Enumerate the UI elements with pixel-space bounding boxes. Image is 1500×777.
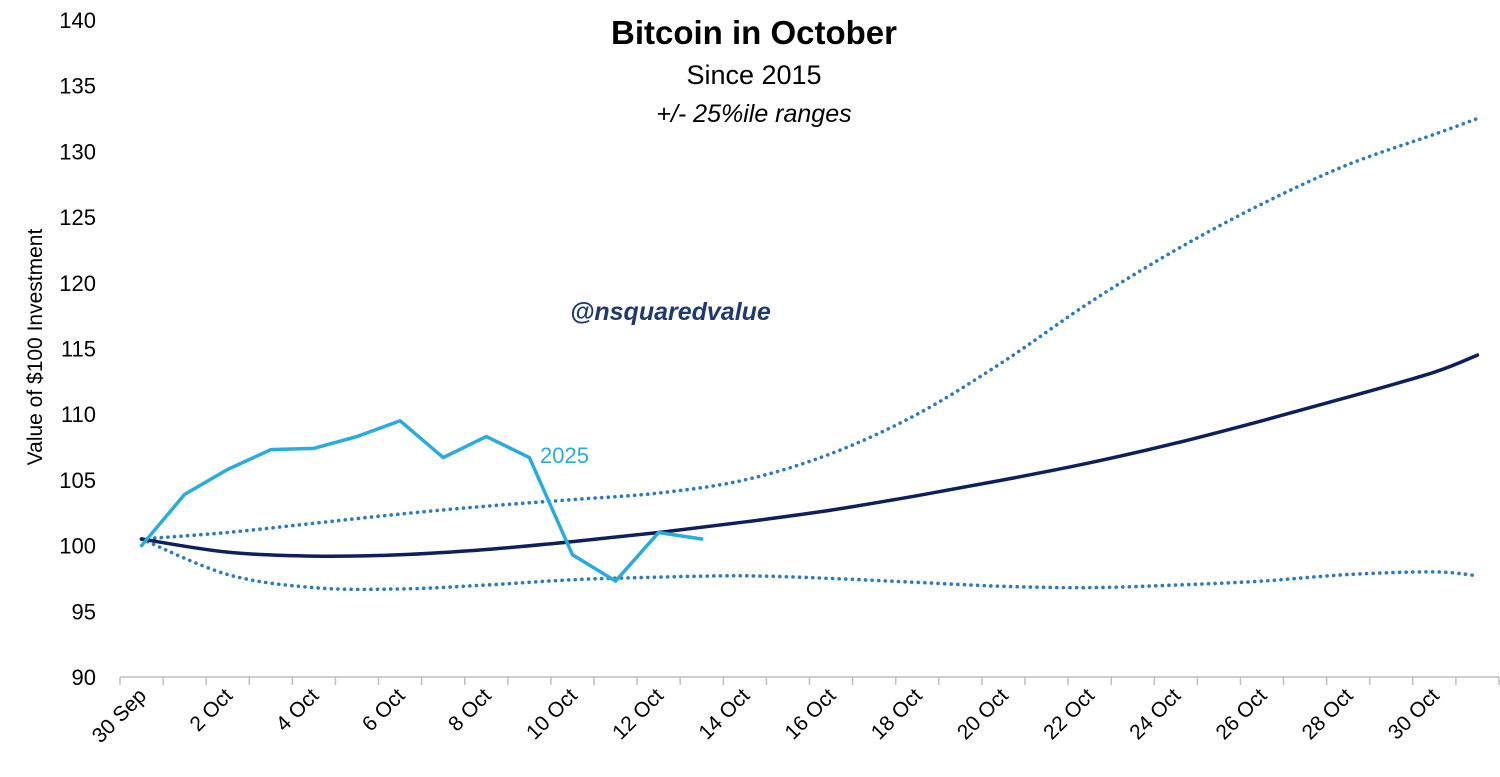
y-tick-label: 140 bbox=[59, 8, 96, 33]
chart-title: Bitcoin in October bbox=[610, 14, 897, 51]
x-tick-label: 16 Oct bbox=[781, 684, 841, 744]
x-tick-label: 30 Oct bbox=[1384, 684, 1444, 744]
y-tick-label: 110 bbox=[61, 402, 96, 427]
x-tick-label: 24 Oct bbox=[1125, 684, 1185, 744]
chart-subtitle: Since 2015 bbox=[686, 60, 822, 90]
x-tick-label: 26 Oct bbox=[1212, 684, 1272, 744]
y-tick-label: 100 bbox=[59, 534, 96, 559]
x-tick-label: 10 Oct bbox=[522, 684, 582, 744]
x-tick-label: 4 Oct bbox=[272, 684, 324, 736]
x-tick-label: 22 Oct bbox=[1039, 684, 1099, 744]
x-tick-label: 8 Oct bbox=[444, 684, 496, 736]
x-tick-label: 18 Oct bbox=[867, 684, 927, 744]
x-tick-label: 6 Oct bbox=[358, 684, 410, 736]
watermark-handle: @nsquaredvalue bbox=[570, 298, 771, 326]
y-tick-label: 95 bbox=[72, 599, 96, 624]
x-tick-label: 2 Oct bbox=[186, 684, 238, 736]
y-tick-label: 90 bbox=[72, 665, 96, 690]
series-2025-line bbox=[139, 419, 704, 583]
y-tick-label: 115 bbox=[61, 337, 96, 362]
y-tick-label: 105 bbox=[59, 468, 96, 493]
x-tick-label: 28 Oct bbox=[1298, 684, 1358, 744]
y-tick-label: 130 bbox=[59, 139, 96, 164]
y-tick-label: 135 bbox=[59, 74, 96, 99]
x-tick-label: 20 Oct bbox=[953, 684, 1013, 744]
x-tick-label: 14 Oct bbox=[694, 684, 754, 744]
chart-note: +/- 25%ile ranges bbox=[656, 100, 852, 128]
y-axis-label: Value of $100 Investment bbox=[24, 228, 47, 466]
y-tick-label: 125 bbox=[59, 205, 96, 230]
series-average-line bbox=[139, 353, 1480, 558]
series-lower-quartile-line bbox=[139, 537, 1480, 592]
series-group bbox=[139, 116, 1480, 592]
series-label-2025: 2025 bbox=[540, 443, 589, 468]
x-tick-label: 12 Oct bbox=[608, 684, 668, 744]
series-upper-quartile-line bbox=[139, 116, 1480, 541]
y-tick-label: 120 bbox=[59, 271, 96, 296]
x-tick-label: 30 Sep bbox=[88, 684, 151, 747]
